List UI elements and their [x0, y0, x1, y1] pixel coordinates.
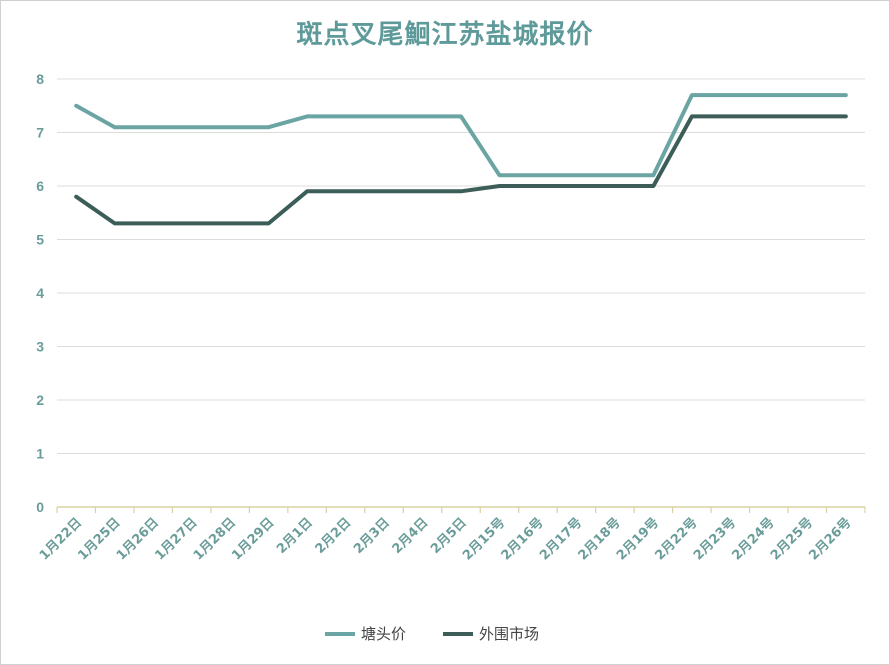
- y-tick-label: 2: [36, 392, 44, 408]
- x-tick-label: 2月1日: [274, 515, 316, 557]
- series-line-2: [74, 114, 848, 226]
- x-tick-label: 1月29日: [229, 515, 277, 563]
- y-tick-label: 8: [36, 71, 44, 87]
- legend-label-2: 外围市场: [479, 625, 539, 643]
- y-tick-label: 3: [36, 339, 44, 355]
- x-tick-label: 2月2日: [313, 515, 355, 557]
- y-tick-label: 4: [36, 285, 44, 301]
- series-line-1: [74, 93, 848, 178]
- legend-label-1: 塘头价: [361, 625, 406, 643]
- x-tick-label: 2月26号: [806, 515, 854, 563]
- y-tick-label: 5: [36, 232, 44, 248]
- x-tick-label: 2月4日: [390, 515, 432, 557]
- y-tick-label: 6: [36, 178, 44, 194]
- y-tick-label: 0: [36, 499, 44, 515]
- y-tick-label: 1: [36, 446, 44, 462]
- y-tick-label: 7: [36, 125, 44, 141]
- x-tick-label: 2月3日: [351, 515, 393, 557]
- chart-title: 斑点叉尾鮰江苏盐城报价: [296, 20, 594, 50]
